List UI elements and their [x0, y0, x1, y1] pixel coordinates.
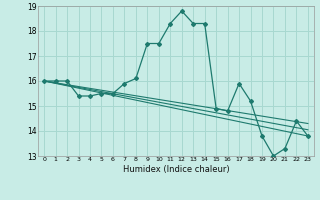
- X-axis label: Humidex (Indice chaleur): Humidex (Indice chaleur): [123, 165, 229, 174]
